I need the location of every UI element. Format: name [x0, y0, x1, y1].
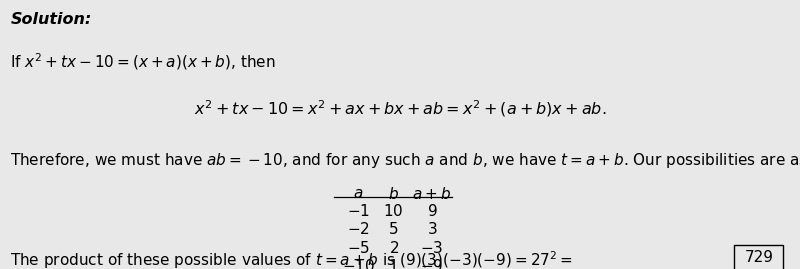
Text: $a$: $a$ [354, 186, 363, 201]
Text: $5$: $5$ [389, 221, 398, 237]
Text: $3$: $3$ [426, 221, 438, 237]
Text: $a+b$: $a+b$ [413, 186, 451, 201]
Text: $9$: $9$ [426, 203, 438, 219]
Text: 729: 729 [744, 250, 774, 265]
Text: $-1$: $-1$ [347, 203, 370, 219]
Text: Therefore, we must have $ab = -10$, and for any such $a$ and $b$, we have $t = a: Therefore, we must have $ab = -10$, and … [10, 151, 800, 170]
Text: $b$: $b$ [388, 186, 399, 201]
Text: $-10$: $-10$ [342, 258, 375, 269]
Text: If $x^2 + tx - 10 = (x + a)(x + b)$, then: If $x^2 + tx - 10 = (x + a)(x + b)$, the… [10, 51, 276, 72]
Bar [734, 245, 783, 269]
Text: $-5$: $-5$ [347, 240, 370, 256]
Text: $-3$: $-3$ [420, 240, 444, 256]
Text: $10$: $10$ [383, 203, 404, 219]
Text: $1$: $1$ [389, 258, 398, 269]
Text: $2$: $2$ [389, 240, 398, 256]
Text: The product of these possible values of $t = a + b$ is $(9)(3)(-3)(-9) = 27^2 = : The product of these possible values of … [10, 250, 574, 269]
Text: $x^2 + tx - 10 = x^2 + ax + bx + ab = x^2 + (a + b)x + ab.$: $x^2 + tx - 10 = x^2 + ax + bx + ab = x^… [194, 98, 606, 119]
Text: $-2$: $-2$ [347, 221, 370, 237]
Text: $-9$: $-9$ [420, 258, 444, 269]
Text: Solution:: Solution: [10, 12, 92, 27]
